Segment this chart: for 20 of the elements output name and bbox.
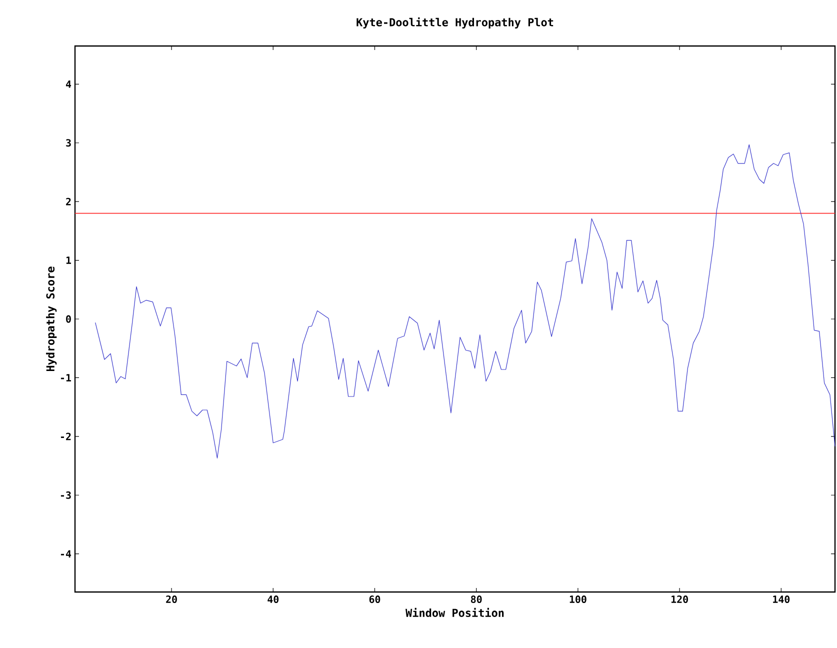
- y-axis-title: Hydropathy Score: [46, 266, 57, 372]
- x-tick-label: 120: [671, 596, 688, 604]
- x-tick-label: 60: [369, 596, 380, 604]
- x-axis-title: Window Position: [406, 608, 504, 617]
- line-series: [95, 144, 836, 458]
- x-tick-label: 140: [773, 596, 790, 604]
- x-tick-label: 80: [470, 596, 482, 604]
- y-tick-label: -4: [60, 550, 72, 558]
- y-tick-label: 4: [66, 80, 72, 88]
- x-tick-label: 100: [570, 596, 586, 604]
- y-tick-label: -3: [60, 491, 71, 499]
- y-tick-label: 0: [66, 315, 71, 323]
- y-tick-label: 1: [66, 256, 72, 264]
- chart-title: Kyte-Doolittle Hydropathy Plot: [356, 17, 554, 28]
- x-tick-label: 20: [166, 596, 177, 604]
- x-tick-label: 40: [268, 596, 279, 604]
- y-tick-label: 2: [66, 198, 71, 206]
- y-tick-label: -2: [60, 432, 71, 440]
- y-tick-label: -1: [60, 374, 72, 382]
- y-tick-label: 3: [66, 139, 71, 147]
